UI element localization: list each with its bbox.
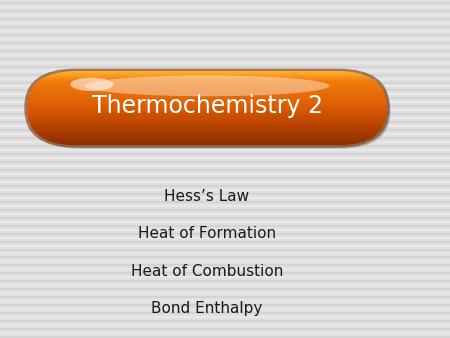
- Bar: [0, 304, 450, 306]
- Bar: [0, 153, 450, 155]
- Bar: [0, 77, 450, 79]
- Bar: [0, 268, 450, 270]
- Bar: [0, 145, 450, 147]
- Bar: [0, 70, 450, 72]
- Bar: [0, 141, 450, 143]
- Bar: [0, 288, 450, 290]
- Bar: [0, 62, 450, 64]
- Bar: [0, 284, 450, 286]
- Bar: [0, 328, 450, 330]
- Bar: [0, 261, 450, 262]
- Ellipse shape: [70, 78, 113, 91]
- Bar: [0, 292, 450, 294]
- Ellipse shape: [85, 75, 329, 96]
- Bar: [0, 225, 450, 227]
- Bar: [0, 86, 450, 88]
- Bar: [0, 121, 450, 123]
- Bar: [0, 320, 450, 322]
- Bar: [0, 185, 450, 187]
- FancyBboxPatch shape: [31, 74, 391, 149]
- Bar: [0, 181, 450, 183]
- Bar: [0, 257, 450, 259]
- Bar: [0, 22, 450, 24]
- Bar: [0, 324, 450, 326]
- Bar: [0, 105, 450, 107]
- Bar: [0, 97, 450, 99]
- Text: Heat of Combustion: Heat of Combustion: [131, 264, 283, 279]
- Bar: [0, 233, 450, 235]
- Bar: [0, 46, 450, 48]
- Bar: [0, 308, 450, 310]
- Bar: [0, 177, 450, 179]
- Bar: [0, 228, 450, 231]
- Bar: [0, 165, 450, 167]
- Bar: [0, 173, 450, 175]
- Bar: [0, 14, 450, 16]
- Bar: [0, 125, 450, 127]
- Bar: [0, 10, 450, 12]
- Bar: [0, 241, 450, 243]
- Bar: [0, 332, 450, 334]
- Bar: [0, 312, 450, 314]
- Bar: [0, 101, 450, 103]
- Bar: [0, 110, 450, 111]
- Bar: [0, 74, 450, 76]
- Bar: [0, 300, 450, 302]
- Bar: [0, 38, 450, 40]
- Bar: [0, 221, 450, 223]
- Bar: [0, 18, 450, 20]
- Text: Bond Enthalpy: Bond Enthalpy: [151, 301, 263, 316]
- Bar: [0, 26, 450, 28]
- Text: Heat of Formation: Heat of Formation: [138, 226, 276, 241]
- Bar: [0, 217, 450, 219]
- Bar: [0, 272, 450, 274]
- Bar: [0, 193, 450, 195]
- Bar: [0, 133, 450, 135]
- Bar: [0, 2, 450, 4]
- Bar: [0, 209, 450, 211]
- Text: Thermochemistry 2: Thermochemistry 2: [91, 94, 323, 119]
- Bar: [0, 50, 450, 52]
- Bar: [0, 137, 450, 139]
- Bar: [0, 213, 450, 215]
- Bar: [0, 34, 450, 36]
- Bar: [0, 205, 450, 207]
- Bar: [0, 280, 450, 282]
- Bar: [0, 113, 450, 115]
- FancyBboxPatch shape: [24, 69, 390, 148]
- Bar: [0, 81, 450, 83]
- Bar: [0, 129, 450, 131]
- Bar: [0, 42, 450, 44]
- Bar: [0, 54, 450, 56]
- Text: Hess’s Law: Hess’s Law: [164, 189, 250, 204]
- Bar: [0, 169, 450, 171]
- Bar: [0, 66, 450, 68]
- Bar: [0, 245, 450, 246]
- Bar: [0, 157, 450, 159]
- Bar: [0, 117, 450, 119]
- Bar: [0, 201, 450, 203]
- Bar: [0, 149, 450, 151]
- Bar: [0, 197, 450, 199]
- Bar: [0, 316, 450, 318]
- Bar: [0, 252, 450, 255]
- Bar: [0, 93, 450, 95]
- Bar: [0, 296, 450, 298]
- Bar: [0, 276, 450, 279]
- Bar: [0, 30, 450, 32]
- Bar: [0, 189, 450, 191]
- Bar: [0, 336, 450, 338]
- Bar: [0, 58, 450, 59]
- Bar: [0, 90, 450, 92]
- Bar: [0, 237, 450, 239]
- Bar: [0, 264, 450, 266]
- Bar: [0, 161, 450, 163]
- Bar: [0, 6, 450, 8]
- Bar: [0, 248, 450, 250]
